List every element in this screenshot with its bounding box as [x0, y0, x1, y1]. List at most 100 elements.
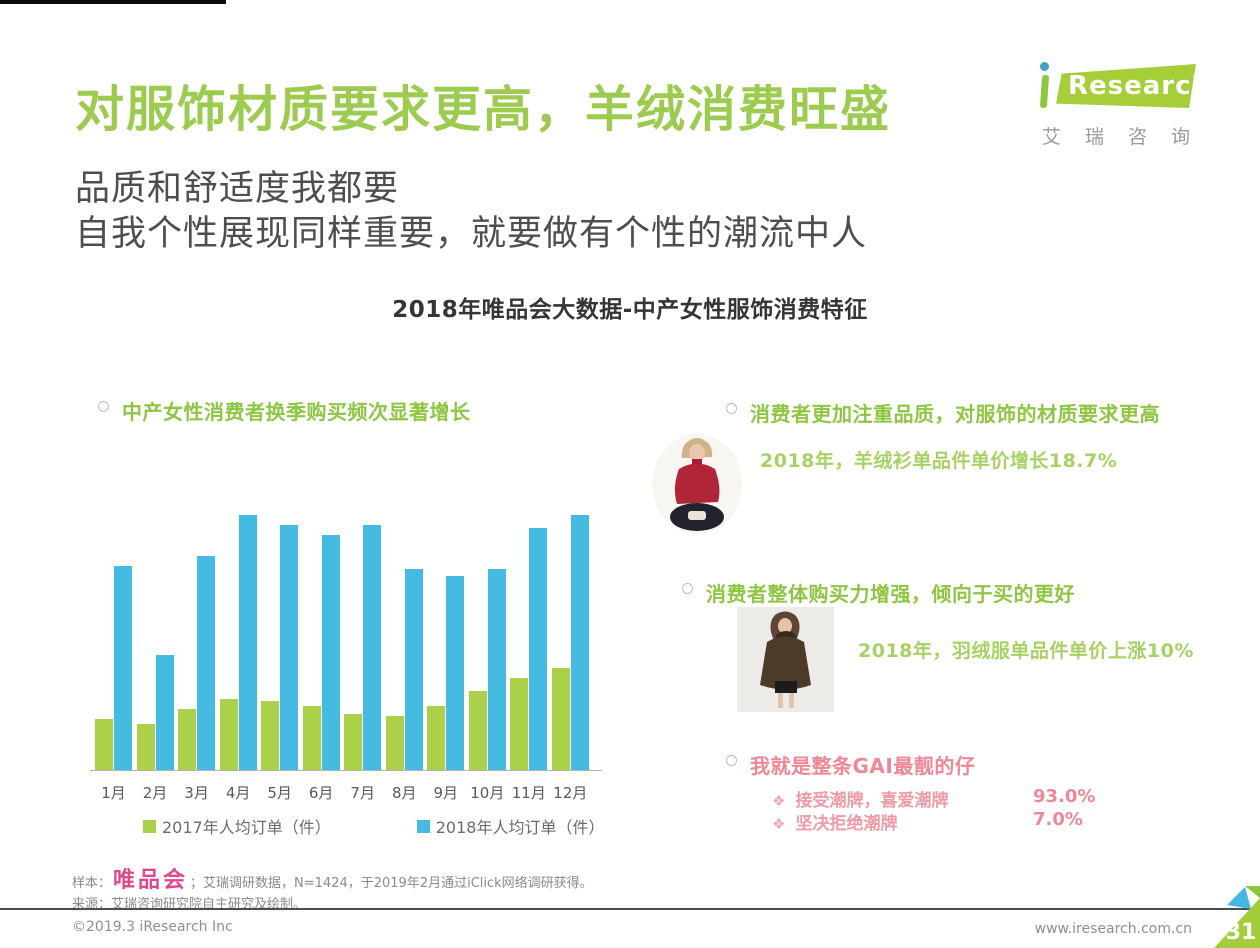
bar-pair	[551, 515, 589, 770]
bar-group-4月: 4月	[219, 515, 257, 803]
x-axis-label: 8月	[391, 784, 417, 802]
logo-i-stem-icon	[1039, 75, 1050, 108]
trend-item-accept-value: 93.0%	[1033, 786, 1096, 807]
sample-prefix: 样本：	[72, 876, 112, 891]
x-axis-label: 3月	[184, 784, 209, 802]
bar-series1-8月	[385, 716, 404, 770]
insight-spending-detail: 2018年，羽绒服单品件单价上涨10%	[858, 640, 1194, 662]
bar-pair	[385, 515, 423, 770]
bar-group-11月: 11月	[510, 515, 548, 803]
bar-pair	[136, 515, 174, 770]
bar-series1-7月	[344, 714, 363, 770]
website-text: www.iresearch.com.cn	[1034, 921, 1192, 937]
bar-series2-7月	[363, 525, 382, 770]
x-axis-line	[90, 770, 602, 771]
circle-bullet-icon	[682, 583, 693, 594]
x-axis-label: 1月	[101, 784, 126, 802]
x-axis-label: 12月	[553, 784, 588, 802]
bar-series2-12月	[570, 515, 589, 770]
legend-item: 2018年人均订单（件）	[416, 814, 605, 838]
bar-series2-4月	[238, 515, 257, 770]
bar-pair	[219, 515, 257, 770]
legend-item: 2017年人均订单（件）	[143, 814, 331, 838]
logo-wordmark: Research	[1056, 64, 1196, 108]
legend-swatch-icon	[143, 819, 156, 833]
bar-pair	[510, 515, 548, 770]
bar-pair	[427, 515, 465, 770]
chart-heading: 中产女性消费者换季购买频次显著增长	[122, 400, 471, 424]
bar-series2-11月	[529, 528, 548, 770]
bar-group-2月: 2月	[136, 515, 174, 803]
diamond-bullet-icon: ❖	[772, 815, 786, 833]
bar-series1-11月	[510, 678, 529, 770]
circle-bullet-icon	[98, 401, 109, 412]
legend-label: 2018年人均订单（件）	[435, 818, 605, 837]
bar-series1-12月	[551, 668, 570, 770]
bar-series2-5月	[280, 525, 299, 770]
bar-series1-2月	[136, 724, 155, 770]
x-axis-label: 4月	[225, 784, 251, 802]
copyright-text: ©2019.3 iResearch Inc	[72, 919, 233, 935]
bar-series2-10月	[487, 569, 506, 770]
bar-series1-4月	[219, 699, 238, 770]
chart-heading-row: 中产女性消费者换季购买频次显著增长	[98, 396, 471, 425]
page-title: 对服饰材质要求更高，羊绒消费旺盛	[75, 81, 892, 138]
x-axis-label: 6月	[308, 784, 334, 802]
trend-item-reject-value: 7.0%	[1033, 809, 1083, 830]
insight-trend-heading: 我就是整条GAI最靓的仔	[750, 754, 976, 778]
legend-label: 2017年人均订单（件）	[162, 818, 331, 837]
x-axis-label: 10月	[470, 784, 505, 802]
bar-group-3月: 3月	[178, 515, 216, 803]
bar-group-7月: 7月	[344, 515, 382, 803]
bar-series2-3月	[197, 556, 216, 770]
bar-series2-2月	[155, 655, 174, 770]
bar-series2-6月	[321, 535, 340, 770]
subtitle-line-1: 品质和舒适度我都要	[75, 169, 400, 209]
bar-series1-1月	[95, 719, 113, 770]
bar-group-12月: 12月	[551, 515, 589, 803]
photo-woman-red-sweater	[648, 424, 746, 536]
circle-bullet-icon	[726, 403, 737, 414]
trend-item-label: 接受潮牌，喜爱潮牌	[795, 791, 949, 811]
legend-swatch-icon	[416, 819, 430, 833]
x-axis-label: 11月	[511, 784, 546, 802]
x-axis-label: 5月	[267, 784, 292, 802]
bar-pair	[302, 515, 340, 770]
iresearch-logo: Research 艾瑞咨询	[1038, 62, 1213, 149]
bar-pair	[178, 515, 216, 770]
bar-group-6月: 6月	[302, 515, 340, 803]
insight-quality-heading: 消费者更加注重品质，对服饰的材质要求更高	[750, 402, 1160, 426]
bar-series1-6月	[302, 706, 321, 770]
trend-item-label: 坚决拒绝潮牌	[795, 814, 898, 834]
bar-series1-3月	[178, 709, 197, 770]
bar-series2-8月	[404, 569, 423, 770]
bar-series2-9月	[446, 576, 465, 770]
insight-spending-row: 消费者整体购买力增强，倾向于买的更好	[682, 578, 1075, 607]
top-edge-strip	[0, 0, 226, 4]
section-title: 2018年唯品会大数据-中产女性服饰消费特征	[392, 297, 868, 323]
insight-quality-row: 消费者更加注重品质，对服饰的材质要求更高	[726, 398, 1160, 427]
page-number: 31	[1226, 920, 1257, 945]
bar-pair	[261, 515, 299, 770]
bar-chart: 1月 2月 3月 4月 5月 6月 7月 8月 9月 10月 11月 12月	[95, 515, 589, 803]
x-axis-label: 7月	[350, 784, 375, 802]
logo-i-icon	[1038, 62, 1052, 108]
vipshop-brand: 唯品会	[113, 868, 189, 893]
logo-caption: 艾瑞咨询	[1042, 126, 1215, 148]
sample-text: ；艾瑞调研数据，N=1424，于2019年2月通过iClick网络调研获得。	[190, 876, 593, 891]
logo-row: Research	[1038, 62, 1213, 108]
bar-series1-5月	[261, 701, 280, 770]
insight-quality-detail: 2018年，羊绒衫单品件单价增长18.7%	[760, 450, 1118, 472]
bar-series1-9月	[427, 706, 446, 770]
subtitle-line-2: 自我个性展现同样重要，就要做有个性的潮流中人	[75, 214, 868, 254]
chart-legend: 2017年人均订单（件） 2018年人均订单（件）	[143, 814, 604, 838]
trend-item-accept: ❖ 接受潮牌，喜爱潮牌	[772, 786, 948, 811]
bar-group-9月: 9月	[427, 515, 465, 803]
bar-pair	[95, 515, 132, 770]
diamond-bullet-icon: ❖	[772, 792, 786, 810]
bar-group-1月: 1月	[95, 515, 132, 803]
x-axis-label: 9月	[433, 784, 459, 802]
x-axis-label: 2月	[142, 784, 168, 802]
logo-i-dot-icon	[1040, 62, 1049, 71]
